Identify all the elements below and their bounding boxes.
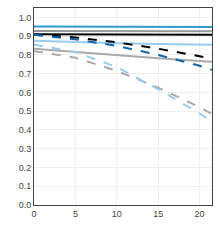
svg-text:0: 0	[31, 209, 36, 219]
svg-text:0.2: 0.2	[19, 163, 32, 173]
svg-text:0.7: 0.7	[19, 69, 32, 79]
svg-text:20: 20	[195, 209, 205, 219]
svg-text:0.6: 0.6	[19, 88, 32, 98]
svg-text:5: 5	[73, 209, 78, 219]
svg-text:0.4: 0.4	[19, 125, 32, 135]
svg-text:0.0: 0.0	[19, 200, 32, 210]
svg-text:0.1: 0.1	[19, 181, 32, 191]
svg-text:0.8: 0.8	[19, 50, 32, 60]
svg-text:15: 15	[153, 209, 163, 219]
svg-text:0.5: 0.5	[19, 106, 32, 116]
svg-text:1.0: 1.0	[19, 13, 32, 23]
svg-text:0.9: 0.9	[19, 31, 32, 41]
svg-text:10: 10	[112, 209, 122, 219]
svg-text:0.3: 0.3	[19, 144, 32, 154]
